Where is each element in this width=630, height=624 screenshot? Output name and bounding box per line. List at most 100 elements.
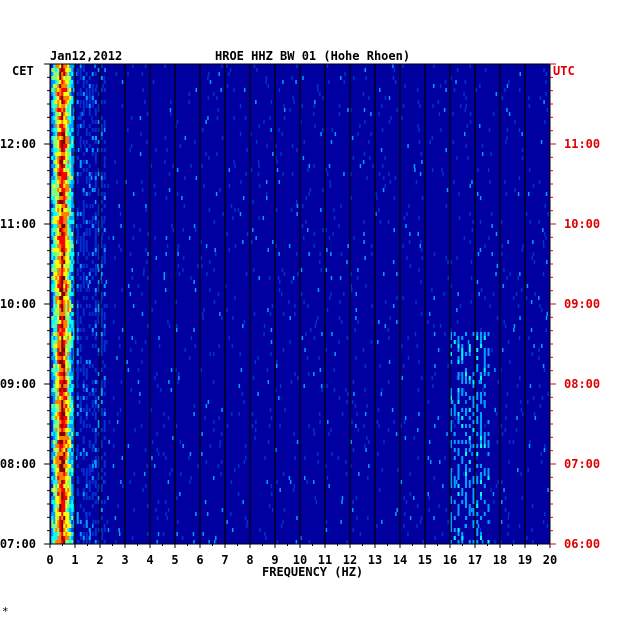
low-freq-energy-cell: [76, 364, 79, 368]
low-freq-energy-cell: [59, 300, 62, 304]
x-tick-label: 3: [121, 553, 128, 567]
low-freq-energy-cell: [73, 508, 76, 512]
spectral-noise-cell: [437, 416, 440, 420]
low-freq-energy-cell: [61, 292, 64, 296]
low-freq-energy-cell: [71, 148, 74, 152]
spectral-noise-cell: [544, 120, 546, 124]
low-freq-energy-cell: [63, 64, 66, 68]
low-freq-energy-cell: [55, 216, 58, 220]
low-freq-energy-cell: [94, 220, 97, 224]
low-freq-energy-cell: [76, 308, 79, 312]
low-freq-energy-cell: [91, 464, 94, 468]
low-freq-energy-cell: [51, 396, 54, 400]
low-freq-energy-cell: [51, 400, 54, 404]
spectral-noise-cell: [366, 404, 369, 408]
low-freq-energy-cell: [63, 332, 66, 336]
spectral-noise-cell: [500, 220, 503, 224]
low-freq-energy-cell: [82, 312, 85, 316]
spectral-noise-cell: [333, 388, 336, 392]
low-freq-energy-cell: [55, 324, 58, 328]
spectral-noise-cell: [216, 152, 218, 156]
high-freq-energy-cell: [468, 440, 471, 444]
low-freq-energy-cell: [55, 464, 58, 468]
spectral-noise-cell: [314, 496, 316, 500]
low-freq-energy-cell: [67, 124, 70, 128]
spectral-noise-cell: [431, 376, 433, 380]
x-tick-label: 0: [46, 553, 53, 567]
low-freq-energy-cell: [91, 252, 94, 256]
spectral-noise-cell: [488, 236, 490, 240]
low-freq-energy-cell: [69, 500, 72, 504]
spectral-noise-cell: [420, 312, 423, 316]
low-freq-energy-cell: [82, 240, 85, 244]
low-freq-energy-cell: [61, 404, 64, 408]
high-freq-energy-cell: [487, 440, 490, 444]
low-freq-energy-cell: [51, 136, 54, 140]
low-freq-energy-cell: [94, 432, 97, 436]
spectral-noise-cell: [119, 344, 121, 348]
low-freq-energy-cell: [100, 368, 103, 372]
low-freq-energy-cell: [61, 376, 64, 380]
spectral-noise-cell: [131, 268, 133, 272]
spectral-noise-cell: [226, 520, 228, 524]
low-freq-energy-cell: [71, 456, 74, 460]
spectral-noise-cell: [538, 356, 540, 360]
spectral-noise-cell: [404, 84, 406, 88]
spectral-noise-cell: [208, 540, 210, 544]
spectral-noise-cell: [204, 416, 206, 420]
spectral-noise-cell: [343, 172, 345, 176]
low-freq-energy-cell: [63, 376, 66, 380]
low-freq-energy-cell: [65, 428, 68, 432]
low-freq-energy-cell: [51, 376, 54, 380]
low-freq-energy-cell: [63, 424, 66, 428]
low-freq-energy-cell: [53, 276, 56, 280]
low-freq-energy-cell: [91, 468, 94, 472]
spectral-noise-cell: [351, 136, 354, 140]
spectral-noise-cell: [469, 184, 471, 188]
spectral-noise-cell: [431, 288, 433, 292]
spectral-noise-cell: [496, 264, 499, 268]
low-freq-energy-cell: [97, 372, 100, 376]
high-freq-energy-cell: [483, 364, 486, 368]
low-freq-energy-cell: [53, 272, 56, 276]
low-freq-energy-cell: [79, 76, 82, 80]
low-freq-energy-cell: [88, 304, 91, 308]
low-freq-energy-cell: [59, 452, 62, 456]
spectral-noise-cell: [466, 124, 469, 128]
low-freq-energy-cell: [85, 304, 88, 308]
spectral-noise-cell: [477, 168, 479, 172]
spectral-noise-cell: [364, 120, 366, 124]
spectral-noise-cell: [350, 172, 352, 176]
low-freq-energy-cell: [57, 328, 60, 332]
spectral-noise-cell: [193, 280, 195, 284]
low-freq-energy-cell: [53, 236, 56, 240]
low-freq-energy-cell: [55, 228, 58, 232]
high-freq-energy-cell: [461, 348, 464, 352]
low-freq-energy-cell: [63, 512, 66, 516]
high-freq-energy-cell: [476, 532, 479, 536]
spectral-noise-cell: [406, 212, 408, 216]
spectral-noise-cell: [130, 144, 133, 148]
spectral-noise-cell: [444, 456, 446, 460]
low-freq-energy-cell: [55, 88, 58, 92]
low-freq-energy-cell: [69, 524, 72, 528]
low-freq-energy-cell: [103, 328, 106, 332]
low-freq-energy-cell: [53, 348, 56, 352]
high-freq-energy-cell: [468, 540, 471, 544]
low-freq-energy-cell: [71, 116, 74, 120]
spectral-noise-cell: [490, 152, 492, 156]
spectral-noise-cell: [203, 308, 205, 312]
spectral-noise-cell: [421, 196, 424, 200]
low-freq-energy-cell: [61, 532, 64, 536]
low-freq-energy-cell: [61, 76, 64, 80]
spectral-noise-cell: [147, 252, 149, 256]
spectral-noise-cell: [165, 252, 167, 256]
spectral-noise-cell: [409, 492, 412, 496]
low-freq-energy-cell: [94, 448, 97, 452]
spectral-noise-cell: [145, 484, 147, 488]
low-freq-energy-cell: [100, 408, 103, 412]
low-freq-energy-cell: [100, 224, 103, 228]
spectral-noise-cell: [225, 284, 227, 288]
spectral-noise-cell: [409, 232, 411, 236]
low-freq-energy-cell: [53, 352, 56, 356]
